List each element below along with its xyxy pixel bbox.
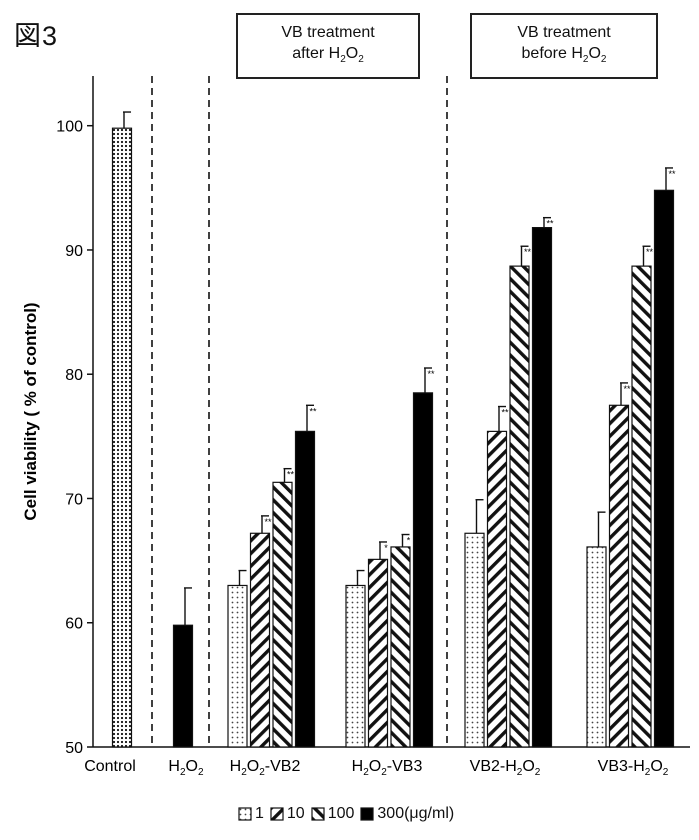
bar [272, 481, 293, 748]
legend-item-100: 100 [311, 805, 354, 823]
bar [412, 392, 434, 748]
bar-chart: 50 60 70 80 90 100 Cell viability ( % of contr… [21, 76, 690, 778]
bar [631, 265, 652, 748]
bar [653, 189, 675, 748]
significance-mark: ** [427, 369, 435, 379]
y-tick-label: 60 [65, 616, 83, 633]
labels: 50 60 70 80 90 100 Cell viability ( % of contr… [21, 119, 676, 778]
bar [464, 532, 485, 748]
bars [111, 111, 675, 748]
bar [111, 127, 133, 748]
y-tick-label: 100 [56, 119, 83, 136]
significance-mark: ** [646, 247, 654, 257]
significance-mark: * [384, 543, 388, 553]
group-label-line1: VB treatment [517, 23, 611, 41]
bar [509, 265, 530, 748]
legend-item-1: 1 [238, 805, 264, 823]
significance-mark: ** [546, 219, 554, 229]
x-tick-label: VB2-H2O2 [470, 758, 541, 778]
y-tick-label: 80 [65, 367, 83, 384]
significance-mark: ** [501, 408, 509, 418]
figure-label: 図3 [14, 21, 59, 51]
bar [608, 404, 630, 748]
x-tick-label: H2O2-VB3 [352, 758, 423, 778]
x-tick-label: H2O2 [168, 758, 204, 778]
bar [367, 558, 389, 748]
group-dividers [151, 76, 448, 747]
legend-item-10: 10 [270, 805, 305, 823]
bar [227, 584, 248, 748]
group-label-after-h2o2: VB treatment after H2O2 [236, 13, 420, 79]
bar [486, 430, 508, 748]
y-tick-label: 70 [65, 491, 83, 508]
bar [345, 584, 366, 748]
legend: 1 10 100 300(μg/ml) [238, 805, 460, 823]
bar [249, 532, 271, 748]
significance-mark: ** [668, 169, 676, 179]
x-tick-label: Control [84, 758, 136, 775]
significance-mark: ** [309, 406, 317, 416]
y-tick-label: 90 [65, 243, 83, 260]
bar [390, 546, 411, 748]
significance-mark: ** [623, 384, 631, 394]
y-axis-label: Cell viability ( % of control) [21, 302, 40, 520]
group-label-line2: before H2O2 [521, 44, 607, 66]
bar [172, 624, 194, 748]
y-tick-label: 50 [65, 740, 83, 757]
group-label-line1: VB treatment [281, 23, 375, 41]
bar [531, 226, 553, 748]
x-tick-label: H2O2-VB2 [230, 758, 301, 778]
significance-mark: * [407, 536, 411, 546]
bar [294, 430, 316, 748]
x-tick-label: VB3-H2O2 [598, 758, 669, 778]
significance-mark: ** [524, 247, 532, 257]
bar [586, 546, 607, 748]
significance-mark: ** [287, 470, 295, 480]
group-label-before-h2o2: VB treatment before H2O2 [470, 13, 658, 79]
group-label-line2: after H2O2 [292, 44, 364, 66]
legend-item-300: 300(μg/ml) [360, 805, 454, 823]
significance-mark: ** [264, 517, 272, 527]
